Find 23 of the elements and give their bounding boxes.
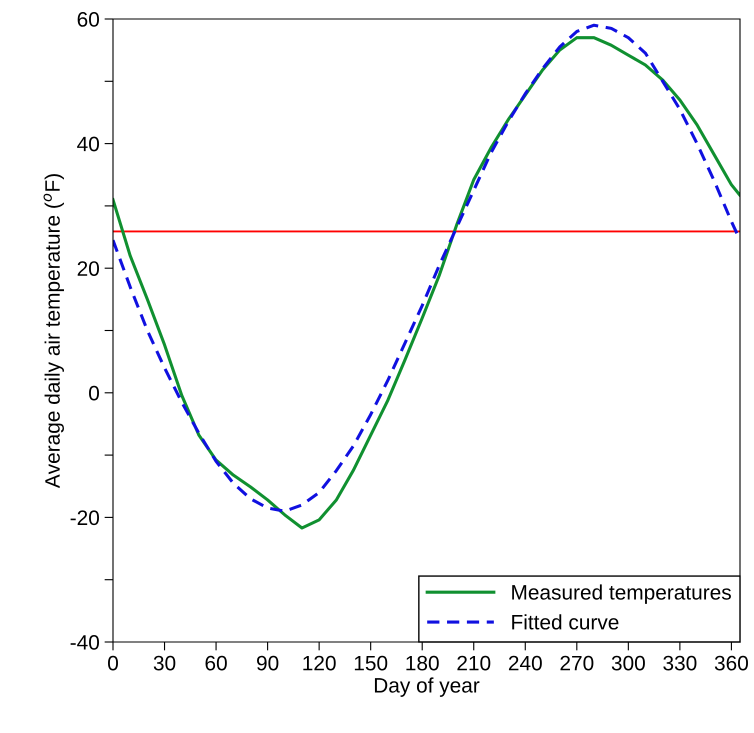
legend-label: Fitted curve <box>512 614 618 630</box>
x-tick-label: 150 <box>354 656 388 670</box>
y-tick-label: 0 <box>89 386 99 401</box>
x-tick-label: 60 <box>206 656 227 670</box>
x-tick-label: 210 <box>457 656 490 670</box>
y-tick-label: 20 <box>78 261 99 276</box>
y-tick-label: 40 <box>77 136 99 152</box>
y-axis-title: Average daily air temperature ($^{o}$F) <box>44 174 64 488</box>
x-tick-label: 300 <box>612 656 645 670</box>
x-tick-label: 270 <box>560 656 594 670</box>
x-tick-label: 180 <box>406 656 439 670</box>
x-tick-label: 90 <box>256 656 278 670</box>
y-tick-label: 60 <box>78 12 99 27</box>
y-tick-label: -20 <box>70 510 99 526</box>
x-tick-label: 120 <box>303 656 336 670</box>
x-tick-label: 360 <box>714 656 748 670</box>
x-tick-label: 240 <box>508 656 542 670</box>
x-tick-label: 30 <box>154 656 176 670</box>
x-tick-label: 0 <box>108 656 118 670</box>
legend-label: Measured temperatures <box>512 584 731 604</box>
x-tick-label: 330 <box>663 656 696 670</box>
y-tick-label: -40 <box>70 635 99 650</box>
x-axis-title: Day of year <box>374 677 480 697</box>
